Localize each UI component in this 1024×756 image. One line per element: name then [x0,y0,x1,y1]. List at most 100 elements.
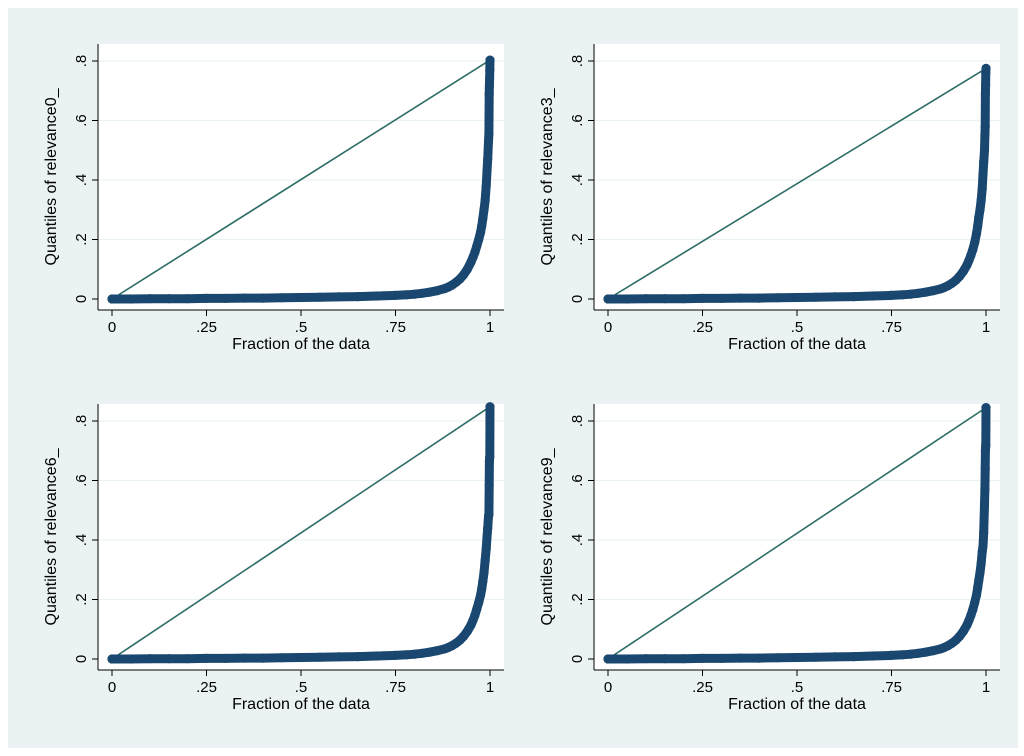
x-axis-title: Fraction of the data [232,696,370,713]
data-point [978,169,988,179]
data-point [484,480,494,490]
data-point [754,293,764,303]
y-tick-label: 0 [73,295,90,303]
x-tick-label: .75 [385,679,406,696]
data-point [484,129,494,139]
y-tick-label: .8 [73,415,90,428]
data-point [679,654,689,664]
data-point [886,650,897,661]
data-point [716,653,727,664]
data-point [402,650,412,660]
data-point [126,654,136,664]
data-point [277,293,287,303]
data-point [485,65,495,75]
data-point [975,205,985,215]
y-axis-title: Quantiles of relevance9_ [539,447,556,625]
data-point [679,294,689,304]
data-point [474,234,484,245]
data-point [971,590,982,600]
data-point [483,523,493,533]
data-point [353,292,363,302]
data-point [479,205,489,215]
reference-line [111,406,491,660]
data-point [409,289,419,299]
data-point [898,650,908,660]
data-point [971,229,982,239]
data-point [220,653,230,664]
plot-region [98,404,504,670]
data-point [905,649,916,659]
data-point [258,293,268,303]
data-point [978,541,988,551]
data-point [402,290,412,300]
data-point [697,293,708,303]
data-point [390,290,401,300]
data-point [107,654,117,664]
chart-figure: 0 .2 .4 .6 .8 0 .25 .5 .75 1 Fraction of the data Q… [8,8,1018,748]
data-point [976,196,986,206]
y-tick-label: .6 [569,474,586,487]
data-point [886,290,897,300]
data-point [697,653,708,664]
x-tick-label: 0 [604,679,612,696]
data-point [913,288,923,298]
data-point [145,294,155,304]
data-point [107,294,117,304]
data-point [974,575,984,585]
data-point [484,81,494,91]
data-point [164,654,174,664]
data-point [913,648,923,658]
y-tick-label: 0 [73,655,90,663]
data-point [372,651,382,661]
y-tick-label: .4 [569,534,586,547]
y-tick-label: .8 [569,415,586,428]
data-point [258,653,268,663]
data-point [277,653,287,663]
data-point [432,646,442,656]
y-tick-label: .2 [73,233,90,246]
data-point [485,452,495,462]
data-point [980,130,990,140]
data-point [868,291,878,301]
data-point [201,293,212,303]
data-point [417,288,427,298]
data-point [898,290,908,300]
data-point [315,652,325,662]
data-point [424,287,435,297]
data-point [849,652,859,662]
y-axis-title: Quantiles of relevance6_ [43,447,60,625]
data-point [409,649,419,659]
x-tick-label: 0 [108,679,116,696]
data-point [973,221,983,231]
data-point [811,292,821,302]
x-tick-label: 0 [108,319,116,336]
data-point [485,55,495,65]
data-point [334,652,344,662]
data-point [849,292,859,302]
data-point [296,292,306,303]
x-tick-label: .25 [692,319,713,336]
data-point [968,605,978,615]
data-point [979,528,989,538]
data-point [484,89,494,99]
data-point [830,652,840,662]
x-tick-label: 0 [604,319,612,336]
reference-line [607,67,987,300]
data-point [979,499,990,509]
data-point [979,157,989,167]
y-tick-label: .2 [569,593,586,606]
x-tick-label: 1 [982,679,990,696]
data-point [334,292,344,302]
data-point [641,294,651,304]
data-point [478,214,488,224]
data-point [603,294,613,304]
data-point [980,89,991,99]
x-tick-label: .5 [295,319,308,336]
data-point [220,293,230,303]
x-axis-title: Fraction of the data [728,696,866,713]
data-point [970,597,980,608]
data-point [239,653,249,663]
data-point [417,648,427,658]
data-point [315,292,325,302]
data-point [296,652,306,663]
